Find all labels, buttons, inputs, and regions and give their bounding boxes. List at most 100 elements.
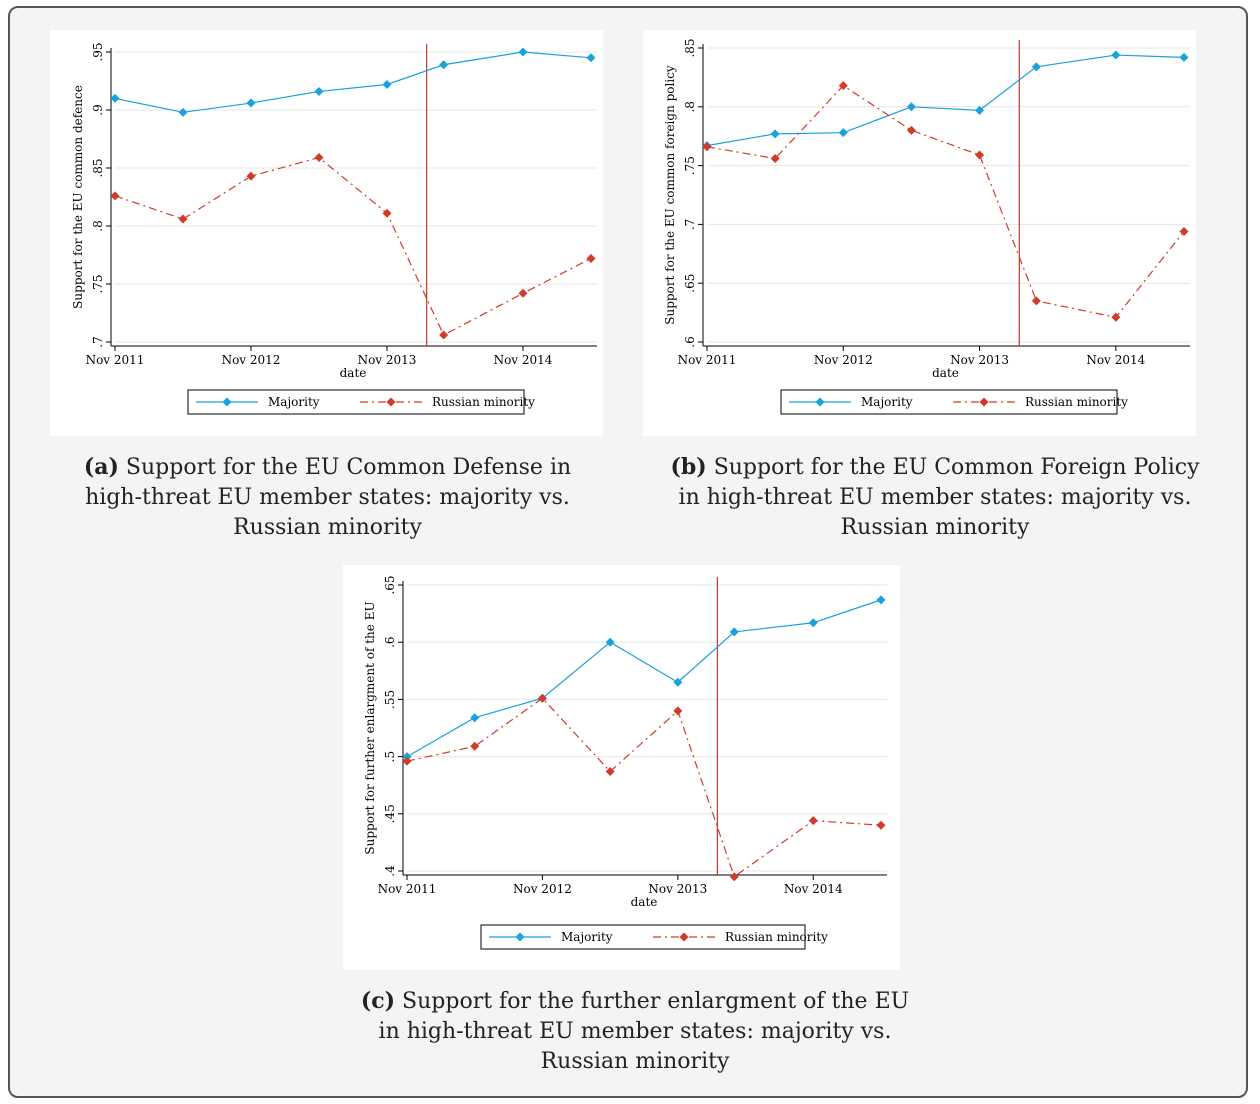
caption-a: (a) Support for the EU Common Defense in… xyxy=(30,452,625,543)
legend-label-c-0: Majority xyxy=(561,930,613,944)
caption-b-line-1: Support for the EU Common Foreign Policy xyxy=(713,455,1200,480)
caption-a-label: (a) xyxy=(83,454,119,480)
caption-a-line-1: Support for the EU Common Defense in xyxy=(125,455,572,480)
x-axis-title-b: date xyxy=(932,366,959,380)
data-point-a-1-4 xyxy=(382,208,392,218)
y-axis-title-a: Support for the EU common defence xyxy=(71,85,85,309)
x-tick-label-c-3: Nov 2014 xyxy=(784,882,843,896)
data-point-a-1-5 xyxy=(439,330,449,340)
caption-b-line-2: in high-threat EU member states: majorit… xyxy=(678,485,1192,510)
data-point-b-0-6 xyxy=(1111,50,1121,60)
data-point-b-1-1 xyxy=(770,154,780,164)
y-tick-label-b-5: .85 xyxy=(683,38,697,57)
data-point-c-0-7 xyxy=(876,595,886,605)
legend-marker-a-0 xyxy=(222,397,232,407)
y-tick-label-b-2: .7 xyxy=(683,219,697,230)
series-line-a-0 xyxy=(114,51,592,113)
data-point-c-1-4 xyxy=(673,706,683,716)
y-tick-label-c-2: .5 xyxy=(383,751,397,762)
data-point-c-1-0 xyxy=(402,756,412,766)
data-point-a-1-1 xyxy=(178,214,188,224)
data-point-a-0-5 xyxy=(439,60,449,70)
data-point-b-0-7 xyxy=(1179,52,1189,62)
data-point-c-1-7 xyxy=(876,820,886,830)
data-point-a-0-0 xyxy=(110,93,120,103)
y-tick-label-a-5: .95 xyxy=(91,42,105,61)
data-point-b-1-0 xyxy=(702,142,712,152)
y-tick-label-c-3: .55 xyxy=(383,690,397,709)
data-point-c-1-3 xyxy=(605,766,615,776)
x-tick-label-a-2: Nov 2013 xyxy=(358,353,417,367)
legend-marker-c-1 xyxy=(679,932,689,942)
legend-label-b-0: Majority xyxy=(861,395,913,409)
data-point-b-0-3 xyxy=(906,102,916,112)
y-axis-title-c: Support for further enlargment of the EU xyxy=(363,601,377,854)
legend-label-c-1: Russian minority xyxy=(725,930,828,944)
data-point-a-0-4 xyxy=(382,79,392,89)
y-tick-label-a-3: .85 xyxy=(91,158,105,177)
series-line-b-1 xyxy=(706,84,1185,318)
y-tick-label-c-5: .65 xyxy=(383,575,397,594)
chart-b: .6 .65 .7 .75 .8 .85 Nov 2011 Nov 2012 Nov 2013 N… xyxy=(663,38,1190,415)
data-point-b-1-2 xyxy=(838,81,848,91)
caption-c-line-3: Russian minority xyxy=(540,1049,730,1074)
x-axis-title-a: date xyxy=(340,366,367,380)
caption-c-line-1: Support for the further enlargment of th… xyxy=(402,989,910,1014)
data-point-b-1-6 xyxy=(1111,312,1121,322)
legend-marker-b-1 xyxy=(979,397,989,407)
data-point-a-0-7 xyxy=(586,53,596,63)
chart-a: .7 .75 .8 .85 .9 .95 Nov 2011 Nov 2012 Nov 2013 N… xyxy=(71,42,597,415)
x-tick-label-b-2: Nov 2013 xyxy=(950,353,1009,367)
legend-marker-c-0 xyxy=(515,932,525,942)
data-point-c-1-6 xyxy=(808,816,818,826)
y-tick-label-a-2: .8 xyxy=(91,220,105,231)
data-point-b-0-1 xyxy=(770,129,780,139)
legend-marker-b-0 xyxy=(815,397,825,407)
series-line-c-1 xyxy=(406,697,882,878)
caption-c-line-2: in high-threat EU member states: majorit… xyxy=(378,1019,892,1044)
data-point-c-1-2 xyxy=(537,693,547,703)
data-point-a-1-6 xyxy=(518,288,528,298)
data-point-c-1-1 xyxy=(470,741,480,751)
data-point-a-0-3 xyxy=(314,86,324,96)
x-tick-label-b-1: Nov 2012 xyxy=(814,353,873,367)
y-tick-label-b-3: .75 xyxy=(683,156,697,175)
caption-c-label: (c) xyxy=(360,988,396,1014)
y-tick-label-c-1: .45 xyxy=(383,804,397,823)
x-tick-label-c-0: Nov 2011 xyxy=(378,882,437,896)
caption-b-label: (b) xyxy=(670,454,707,480)
y-tick-label-a-4: .9 xyxy=(91,104,105,115)
data-point-a-1-3 xyxy=(314,153,324,163)
series-line-a-1 xyxy=(114,156,592,336)
chart-panel-b: .6 .65 .7 .75 .8 .85 Nov 2011 Nov 2012 Nov 2013 N… xyxy=(643,30,1196,436)
series-line-b-0 xyxy=(706,54,1185,147)
x-tick-label-c-2: Nov 2013 xyxy=(648,882,707,896)
series-line-c-0 xyxy=(406,599,882,758)
data-point-c-0-4 xyxy=(673,677,683,687)
data-point-a-0-6 xyxy=(518,47,528,57)
x-tick-label-a-1: Nov 2012 xyxy=(222,353,281,367)
y-tick-label-b-0: .6 xyxy=(683,336,697,347)
data-point-b-0-2 xyxy=(838,128,848,138)
data-point-a-0-2 xyxy=(246,98,256,108)
caption-a-line-2: high-threat EU member states: majority v… xyxy=(85,485,570,510)
data-point-c-0-5 xyxy=(729,627,739,637)
y-tick-label-c-0: .4 xyxy=(383,865,397,877)
legend-label-b-1: Russian minority xyxy=(1025,395,1128,409)
chart-panel-c: .4 .45 .5 .55 .6 .65 Nov 2011 Nov 2012 Nov 2013 N… xyxy=(343,565,900,970)
x-tick-label-a-3: Nov 2014 xyxy=(494,353,553,367)
data-point-a-1-0 xyxy=(110,191,120,201)
legend-label-a-1: Russian minority xyxy=(432,395,535,409)
x-tick-label-b-3: Nov 2014 xyxy=(1086,353,1145,367)
x-axis-title-c: date xyxy=(631,895,658,909)
data-point-b-1-3 xyxy=(906,125,916,135)
data-point-b-1-7 xyxy=(1179,226,1189,236)
data-point-b-0-5 xyxy=(1031,62,1041,72)
data-point-c-0-1 xyxy=(470,713,480,723)
y-axis-title-b: Support for the EU common foreign policy xyxy=(663,65,677,325)
caption-b: (b) Support for the EU Common Foreign Po… xyxy=(630,452,1240,543)
data-point-b-1-4 xyxy=(975,150,985,160)
x-tick-label-a-0: Nov 2011 xyxy=(86,353,145,367)
y-tick-label-a-1: .75 xyxy=(91,274,105,293)
y-tick-label-c-4: .6 xyxy=(383,636,397,647)
